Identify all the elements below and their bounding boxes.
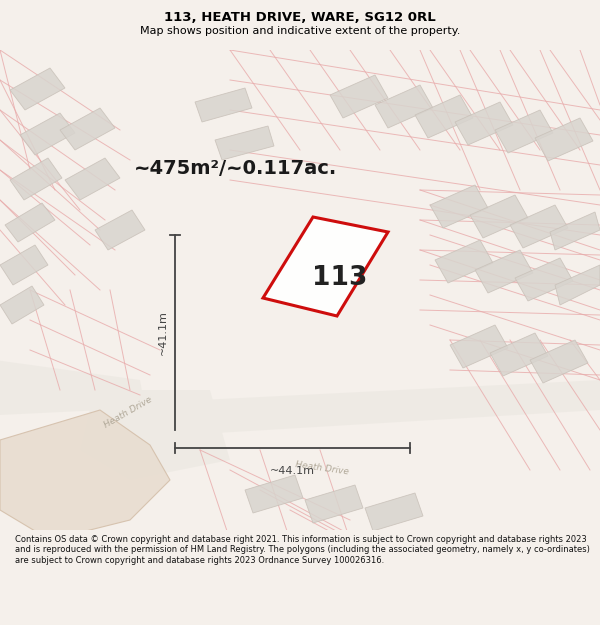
- Polygon shape: [455, 102, 513, 145]
- Polygon shape: [20, 113, 75, 155]
- Polygon shape: [0, 360, 145, 415]
- Text: 113: 113: [313, 265, 368, 291]
- Polygon shape: [10, 68, 65, 110]
- Polygon shape: [215, 126, 274, 160]
- Polygon shape: [510, 205, 568, 248]
- Polygon shape: [475, 250, 533, 293]
- Polygon shape: [60, 108, 115, 150]
- Text: ~44.1m: ~44.1m: [270, 466, 315, 476]
- Polygon shape: [430, 185, 488, 228]
- Polygon shape: [195, 88, 252, 122]
- Polygon shape: [415, 95, 473, 138]
- Polygon shape: [365, 493, 423, 531]
- Polygon shape: [490, 333, 548, 376]
- Text: Contains OS data © Crown copyright and database right 2021. This information is : Contains OS data © Crown copyright and d…: [15, 535, 590, 564]
- Text: ~475m²/~0.117ac.: ~475m²/~0.117ac.: [133, 159, 337, 177]
- Polygon shape: [555, 265, 600, 305]
- Polygon shape: [375, 85, 433, 128]
- Polygon shape: [550, 212, 600, 250]
- Polygon shape: [450, 325, 508, 368]
- Text: Heath Drive: Heath Drive: [295, 460, 350, 476]
- Text: ~41.1m: ~41.1m: [158, 310, 168, 355]
- Polygon shape: [95, 210, 145, 250]
- Polygon shape: [535, 118, 593, 161]
- Polygon shape: [495, 110, 553, 153]
- Polygon shape: [0, 245, 48, 285]
- Polygon shape: [65, 158, 120, 200]
- Polygon shape: [5, 203, 55, 242]
- Polygon shape: [305, 485, 363, 523]
- Text: Heath Drive: Heath Drive: [102, 394, 153, 429]
- Polygon shape: [80, 390, 230, 480]
- Polygon shape: [245, 475, 303, 513]
- Polygon shape: [100, 380, 600, 440]
- Polygon shape: [263, 217, 388, 316]
- Polygon shape: [515, 258, 573, 301]
- Polygon shape: [0, 410, 170, 540]
- Text: Map shows position and indicative extent of the property.: Map shows position and indicative extent…: [140, 26, 460, 36]
- Text: 113, HEATH DRIVE, WARE, SG12 0RL: 113, HEATH DRIVE, WARE, SG12 0RL: [164, 11, 436, 24]
- Polygon shape: [10, 158, 62, 200]
- Polygon shape: [470, 195, 528, 238]
- Polygon shape: [435, 240, 493, 283]
- Polygon shape: [530, 340, 588, 383]
- Polygon shape: [330, 75, 388, 118]
- Polygon shape: [0, 286, 44, 324]
